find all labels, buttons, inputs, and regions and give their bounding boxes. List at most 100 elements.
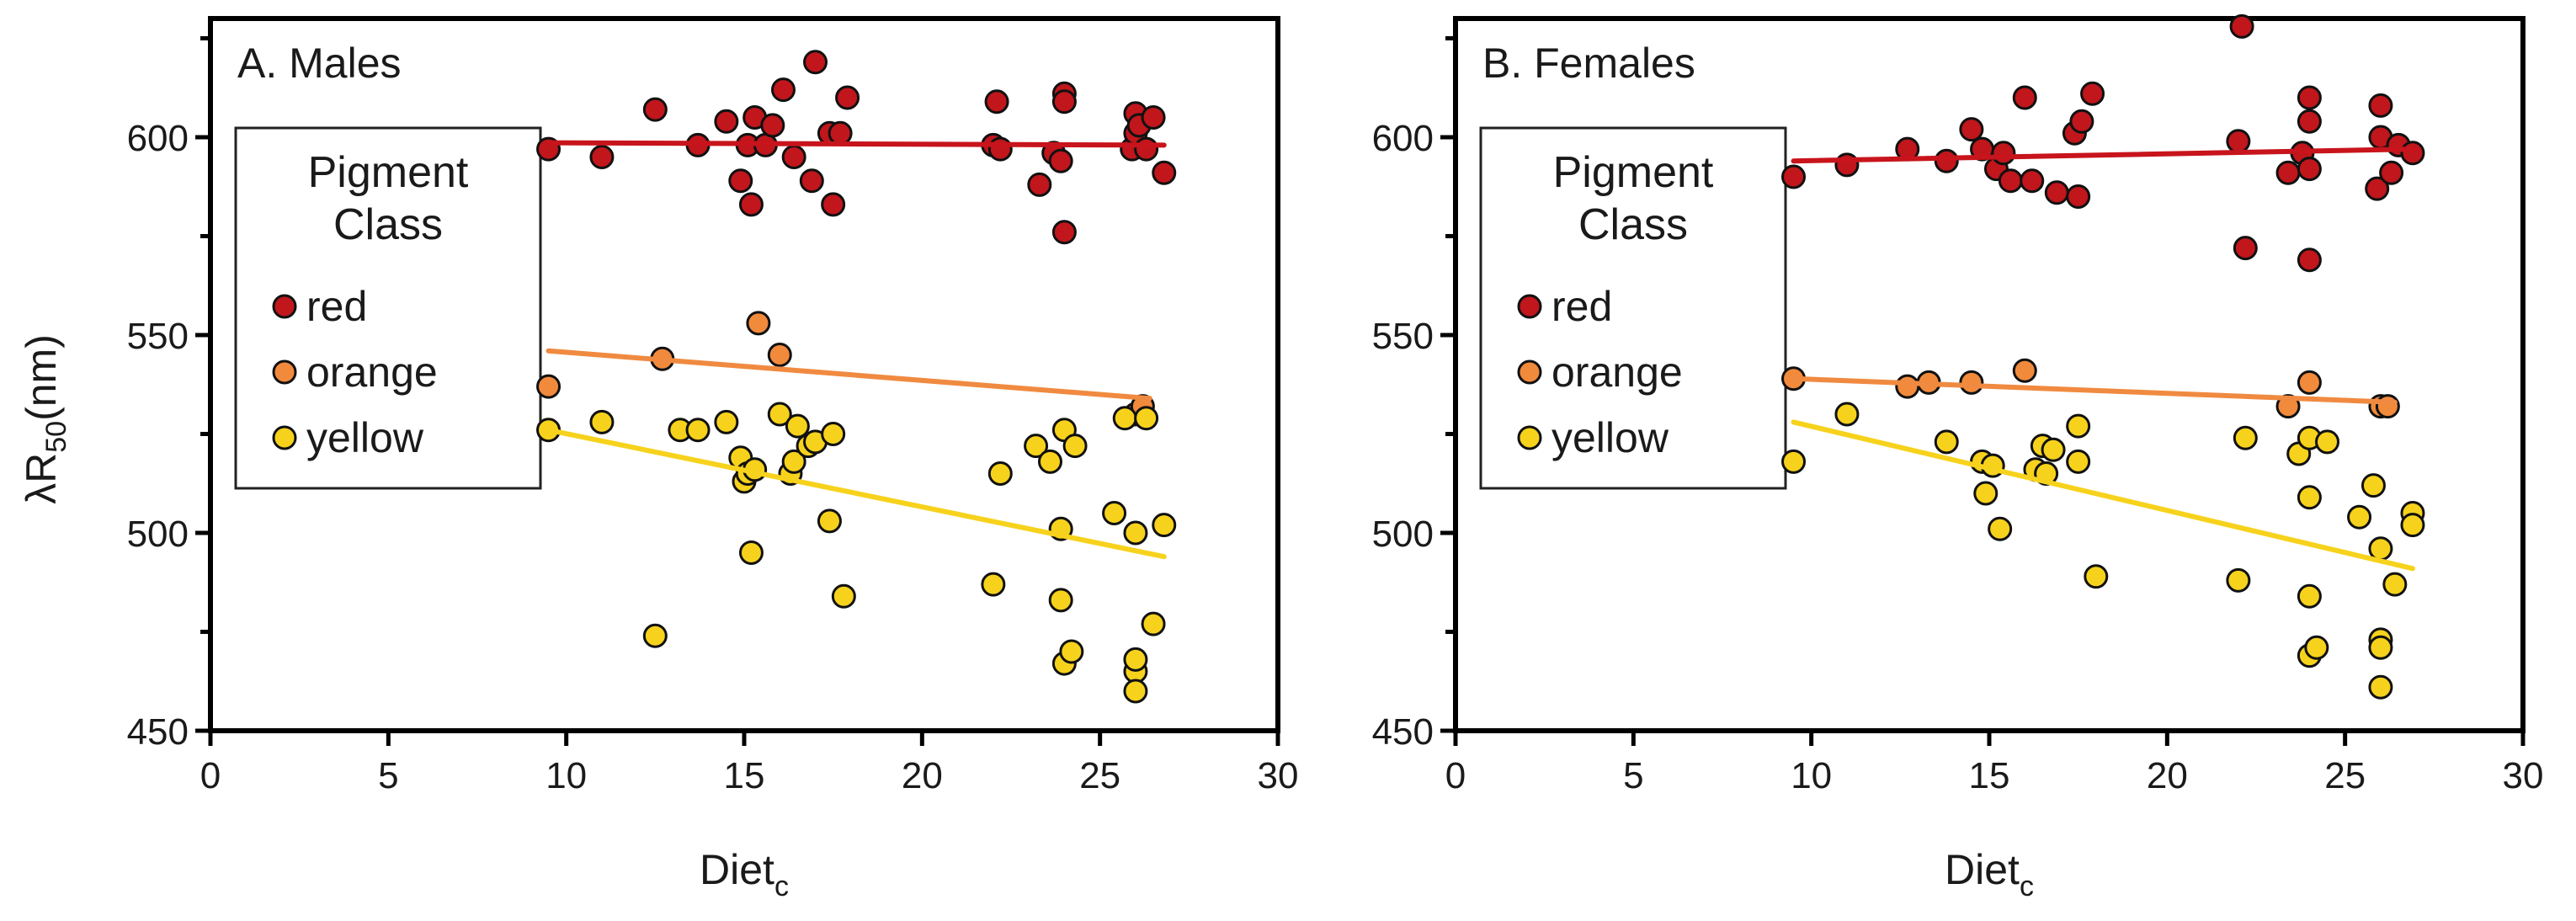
chart-1-red-point: [2226, 129, 2251, 154]
chart-0-series-orange: [536, 311, 1155, 427]
chart-1-x-tick-label: 20: [2147, 755, 2188, 796]
chart-1-yellow-point: [1781, 449, 1807, 474]
chart-1-yellow-point: [1973, 481, 1999, 506]
chart-1-yellow-point: [2084, 564, 2109, 589]
chart-0-x-tick-label: 5: [378, 755, 398, 796]
chart-1-legend-label-orange: orange: [1551, 349, 1683, 396]
chart-0-yellow-point: [1123, 520, 1148, 546]
chart-0-yellow-point: [987, 461, 1013, 486]
chart-1-x-tick-label: 10: [1791, 755, 1832, 796]
chart-0-x-tick-label: 20: [902, 755, 943, 796]
chart-0-red-point: [1048, 148, 1073, 173]
chart-1-yellow-point: [2315, 429, 2340, 455]
chart-0-red-point: [1027, 172, 1052, 197]
chart-1-yellow-point: [1834, 402, 1860, 427]
chart-0-red-point: [835, 85, 860, 110]
chart-1-y-tick-label: 450: [1372, 711, 1434, 753]
chart-1-yellow-point: [2297, 583, 2322, 609]
chart-1-red-point: [2400, 141, 2425, 166]
chart-0-yellow-trend-line: [546, 427, 1167, 560]
chart-1-red-point: [2069, 109, 2094, 134]
y-axis-label-sub: 50: [40, 421, 72, 453]
chart-1-legend-label-yellow: yellow: [1551, 414, 1669, 461]
chart-1-yellow-point: [2382, 572, 2408, 597]
chart-1-legend-marker-yellow: [1517, 425, 1542, 450]
chart-1-red-point: [2365, 176, 2390, 201]
chart-1-red-point: [2233, 236, 2258, 261]
chart-1-yellow-point: [2304, 635, 2329, 660]
chart-0-x-tick-label: 15: [724, 755, 765, 796]
chart-1-red-trend-line: [1791, 146, 2415, 164]
chart-1-red-point: [1934, 148, 1959, 173]
chart-0-x-axis-label: Dietc: [700, 846, 789, 902]
chart-1-red-point: [2044, 180, 2069, 205]
chart-0-yellow-point: [981, 572, 1006, 597]
chart-1-x-tick-label: 5: [1623, 755, 1643, 796]
chart-1-legend-title-line1: Pigment: [1553, 148, 1714, 197]
chart-1-x-tick-label: 15: [1969, 755, 2010, 796]
chart-1-orange-point: [2297, 370, 2322, 395]
chart-1-yellow-point: [1988, 516, 2013, 541]
chart-1-legend-marker-orange: [1517, 359, 1542, 385]
chart-0-series-yellow: [536, 402, 1177, 704]
chart-0-legend-title-line1: Pigment: [308, 148, 469, 197]
chart-0-yellow-point: [738, 540, 764, 565]
chart-1-orange-point: [2012, 358, 2037, 383]
chart-1-yellow-point: [2360, 473, 2386, 498]
chart-0-yellow-point: [1059, 639, 1084, 664]
chart-1-red-point: [2297, 85, 2322, 110]
chart-0-yellow-point: [781, 449, 806, 474]
chart-1-yellow-point: [2400, 513, 2425, 538]
chart-0-y-tick-label: 500: [127, 514, 189, 555]
chart-0-x-tick-label: 10: [546, 755, 587, 796]
chart-0-yellow-point: [767, 402, 792, 427]
chart-0-legend-title-line2: Class: [333, 200, 443, 249]
chart-1-orange-point: [1895, 374, 1920, 399]
chart-0-red-point: [770, 77, 796, 103]
chart-1-red-point: [1991, 141, 2016, 166]
chart-1-y-tick-label: 500: [1372, 514, 1434, 555]
chart-0-red-point: [642, 97, 668, 122]
chart-1-x-tick-label: 0: [1445, 755, 1466, 796]
chart-1-red-point: [2275, 160, 2301, 185]
chart-1-y-tick-label: 600: [1372, 118, 1434, 159]
chart-0-y-tick-label: 450: [127, 711, 189, 753]
chart-0-red-point: [1141, 105, 1166, 130]
chart-0-red-point: [714, 109, 739, 134]
chart-1-yellow-point: [2368, 635, 2393, 660]
chart-0-orange-point: [746, 311, 771, 336]
chart-0-red-point: [821, 192, 846, 217]
chart-0-orange-point: [536, 374, 562, 399]
chart-0-y-tick-label: 550: [127, 316, 189, 357]
chart-0-legend-label-red: red: [306, 283, 367, 330]
chart-0-red-point: [803, 50, 828, 75]
chart-1-y-tick-label: 550: [1372, 316, 1434, 357]
chart-1-red-point: [2066, 184, 2091, 209]
chart-0-x-tick-label: 30: [1258, 755, 1299, 796]
chart-0-yellow-point: [1123, 647, 1148, 672]
chart-1-x-axis-label: Dietc: [1945, 846, 2034, 902]
chart-1-orange-point: [2375, 394, 2400, 419]
chart-0-yellow-point: [831, 583, 856, 609]
chart-1-orange-trend-line: [1791, 375, 2398, 405]
chart-1-legend-label-red: red: [1551, 283, 1612, 330]
chart-0-yellow-point: [817, 508, 842, 534]
chart-1-red-point: [2080, 81, 2105, 106]
chart-0-yellow-point: [1134, 406, 1159, 431]
chart-1-x-axis-label-main: Diet: [1945, 846, 2020, 893]
chart-1-x-tick-label: 25: [2324, 755, 2366, 796]
chart-0-yellow-point: [1024, 434, 1049, 459]
chart-0-red-point: [1051, 89, 1077, 114]
chart-0-yellow-point: [785, 413, 810, 439]
chart-1-yellow-point: [2041, 437, 2066, 462]
chart-1-x-tick-label: 30: [2503, 755, 2544, 796]
chart-1-orange-point: [1959, 370, 1984, 395]
chart-1-yellow-point: [1934, 429, 1959, 455]
chart-0-legend-label-orange: orange: [306, 349, 438, 396]
chart-1-red-point: [1834, 152, 1860, 178]
chart-1-legend-title-line2: Class: [1578, 200, 1688, 249]
y-axis-label: λR50(nm): [18, 334, 72, 504]
chart-1-yellow-point: [2297, 485, 2322, 510]
